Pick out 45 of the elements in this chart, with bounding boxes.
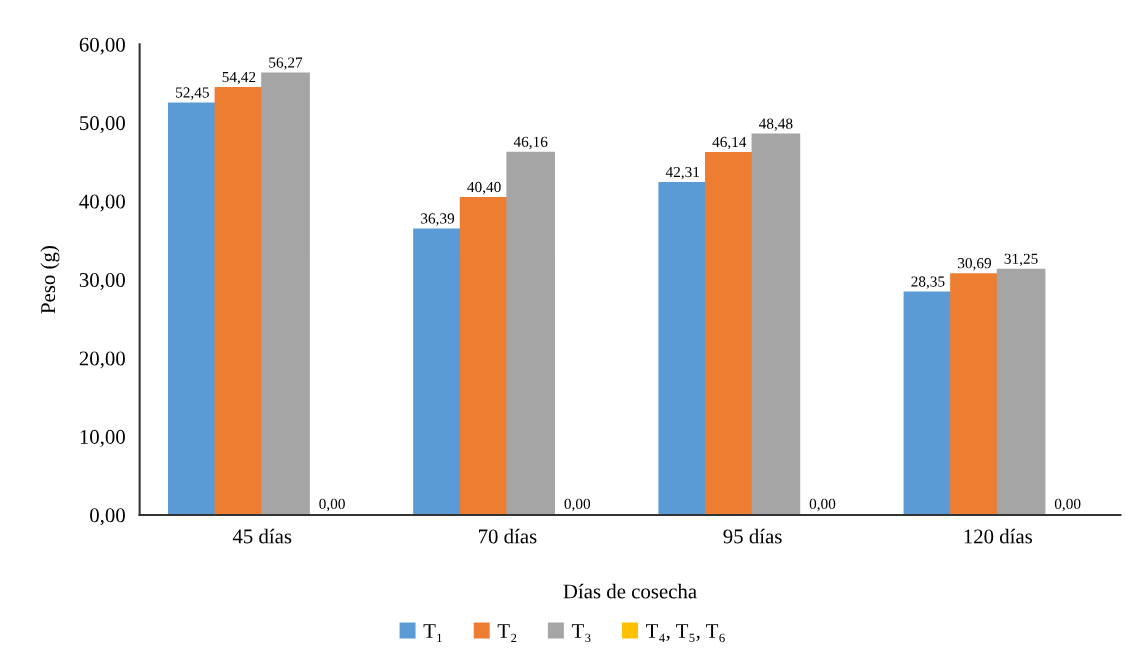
bar (996, 268, 1046, 515)
legend-label: T₁ (423, 624, 442, 642)
data-label: 52,45 (176, 87, 209, 100)
bar (751, 133, 801, 515)
y-tick-label: 20,00 (79, 351, 125, 369)
data-label: 0,00 (809, 498, 836, 512)
bar (658, 182, 708, 515)
y-axis-title: Peso (g) (40, 246, 60, 314)
legend-label: T₄, T₅, T₆ (646, 624, 725, 643)
x-tick-label: 70 días (478, 528, 537, 544)
bar (413, 228, 462, 515)
data-label: 0,00 (319, 498, 345, 512)
data-label: 56,27 (269, 57, 303, 70)
y-tick-label: 0,00 (90, 508, 125, 526)
data-label: 30,69 (958, 258, 992, 271)
data-label: 40,40 (467, 181, 501, 195)
bar (704, 151, 754, 515)
bar (261, 72, 310, 515)
y-tick-label: 60,00 (79, 37, 125, 55)
data-label: 46,14 (712, 136, 747, 150)
data-label: 0,00 (1054, 498, 1081, 512)
legend-label: T₂ (497, 624, 517, 643)
bar (214, 87, 264, 515)
legend-label: T₃ (571, 624, 591, 643)
bar (950, 273, 999, 515)
y-tick-label: 50,00 (80, 116, 125, 134)
bar (168, 102, 217, 515)
data-label: 28,35 (911, 276, 945, 289)
data-label: 31,25 (1004, 253, 1038, 267)
data-label: 36,39 (421, 213, 455, 226)
data-label: 46,16 (513, 136, 548, 150)
bar (506, 151, 556, 515)
y-tick-label: 10,00 (80, 429, 125, 447)
data-label: 54,42 (222, 71, 256, 85)
data-label: 42,31 (665, 166, 699, 180)
x-axis-title: Días de cosecha (563, 583, 697, 599)
bar (459, 196, 509, 515)
data-label: 0,00 (564, 498, 591, 512)
y-tick-label: 30,00 (79, 272, 125, 291)
data-label: 48,48 (758, 118, 793, 131)
x-tick-label: 45 días (232, 528, 292, 544)
bar (903, 291, 953, 515)
x-tick-label: 120 días (964, 528, 1033, 544)
x-tick-label: 95 días (723, 528, 782, 544)
y-tick-label: 40,00 (79, 194, 125, 212)
